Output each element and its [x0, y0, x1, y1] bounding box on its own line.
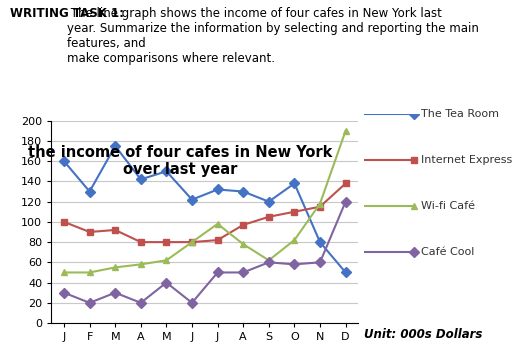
Wi-fi Café — [138, 262, 144, 267]
Internet Express — [266, 215, 272, 219]
Café Cool — [343, 200, 349, 204]
Internet Express — [240, 223, 246, 227]
The Tea Room — [87, 190, 93, 194]
Text: the income of four cafes in New York
over last year: the income of four cafes in New York ove… — [28, 145, 332, 178]
The Tea Room — [317, 240, 323, 244]
Internet Express — [215, 238, 221, 242]
The Tea Room — [215, 187, 221, 192]
The Tea Room — [291, 181, 297, 186]
Café Cool — [266, 260, 272, 264]
Text: The line graph shows the income of four cafes in New York last
year. Summarize t: The line graph shows the income of four … — [67, 7, 479, 65]
The Tea Room — [343, 271, 349, 275]
Café Cool — [291, 262, 297, 267]
Internet Express — [343, 181, 349, 186]
Wi-fi Café — [291, 238, 297, 242]
Café Cool — [61, 290, 67, 295]
Café Cool — [215, 271, 221, 275]
The Tea Room — [138, 177, 144, 181]
The Tea Room — [240, 190, 246, 194]
Café Cool — [112, 290, 118, 295]
Text: Unit: 000s Dollars: Unit: 000s Dollars — [364, 328, 482, 341]
Wi-fi Café — [61, 271, 67, 275]
Wi-fi Café — [112, 265, 118, 269]
Internet Express — [87, 230, 93, 234]
Text: Internet Express: Internet Express — [421, 155, 512, 165]
Wi-fi Café — [317, 202, 323, 206]
Wi-fi Café — [87, 271, 93, 275]
Wi-fi Café — [163, 258, 169, 262]
Internet Express — [138, 240, 144, 244]
Internet Express — [112, 228, 118, 232]
Text: Café Cool: Café Cool — [421, 247, 474, 257]
The Tea Room — [189, 197, 195, 202]
Text: WRITING TASK 1:: WRITING TASK 1: — [10, 7, 124, 20]
Wi-fi Café — [343, 129, 349, 133]
Internet Express — [291, 209, 297, 214]
Café Cool — [189, 301, 195, 305]
The Tea Room — [61, 159, 67, 163]
Line: Internet Express: Internet Express — [60, 180, 349, 246]
Café Cool — [87, 301, 93, 305]
Text: The Tea Room: The Tea Room — [421, 109, 499, 119]
Wi-fi Café — [266, 258, 272, 262]
The Tea Room — [112, 144, 118, 148]
Café Cool — [163, 280, 169, 285]
Text: Wi-fi Café: Wi-fi Café — [421, 201, 475, 211]
Wi-fi Café — [215, 222, 221, 226]
Café Cool — [240, 271, 246, 275]
Line: Wi-fi Café: Wi-fi Café — [60, 127, 349, 276]
Internet Express — [163, 240, 169, 244]
The Tea Room — [163, 169, 169, 174]
Wi-fi Café — [189, 240, 195, 244]
Café Cool — [138, 301, 144, 305]
Internet Express — [61, 220, 67, 224]
Line: The Tea Room: The Tea Room — [60, 142, 349, 276]
Internet Express — [189, 240, 195, 244]
Line: Café Cool: Café Cool — [60, 198, 349, 306]
Wi-fi Café — [240, 242, 246, 246]
The Tea Room — [266, 200, 272, 204]
Internet Express — [317, 204, 323, 209]
Café Cool — [317, 260, 323, 264]
